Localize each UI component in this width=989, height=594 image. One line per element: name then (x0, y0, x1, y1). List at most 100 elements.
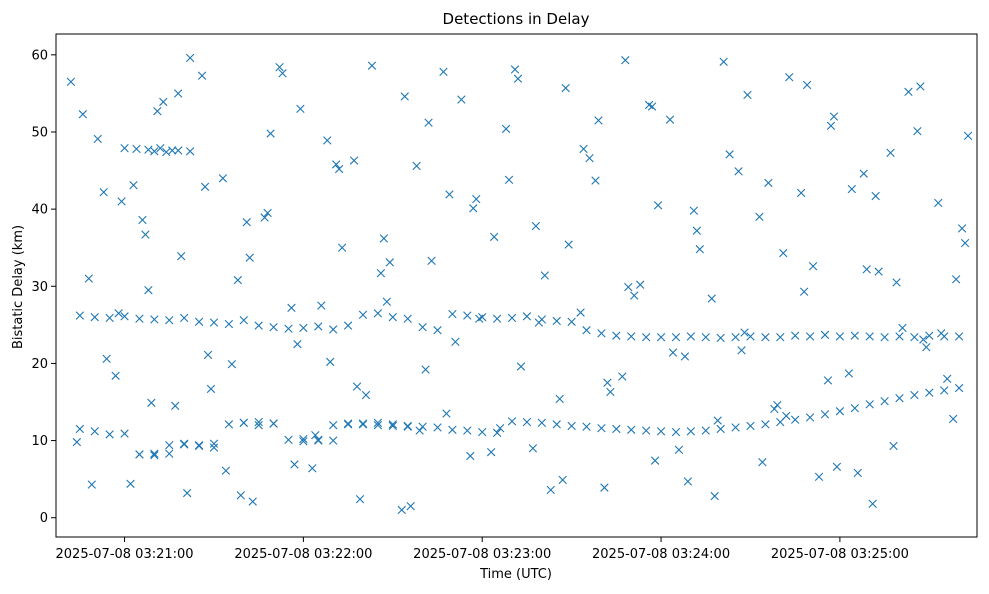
data-point (120, 312, 129, 321)
data-point (150, 315, 159, 324)
data-point (284, 324, 293, 333)
data-point (844, 369, 854, 378)
data-point (209, 318, 219, 327)
data-point (489, 232, 499, 242)
data-point (174, 146, 183, 155)
data-point (406, 501, 415, 511)
data-point (299, 437, 308, 446)
data-point (156, 143, 165, 153)
data-point (66, 77, 76, 87)
data-point (656, 333, 666, 342)
data-point (644, 100, 654, 110)
data-point (871, 191, 880, 201)
x-tick-label: 2025-07-08 03:24:00 (592, 547, 730, 562)
data-point (179, 313, 189, 323)
data-point (790, 331, 800, 340)
data-point (707, 294, 716, 303)
data-point (934, 198, 943, 208)
data-point (352, 382, 362, 391)
data-point (782, 411, 791, 421)
data-point (236, 491, 245, 500)
data-point (388, 421, 397, 431)
data-point (185, 147, 195, 156)
data-point (495, 424, 505, 433)
data-point (689, 206, 699, 215)
data-point (418, 322, 427, 332)
data-point (197, 71, 207, 80)
data-point (680, 352, 690, 361)
data-point (916, 82, 925, 91)
data-point (367, 61, 377, 70)
data-point (692, 226, 702, 235)
data-point (725, 150, 734, 159)
data-point (731, 423, 740, 432)
data-point (746, 332, 755, 341)
data-point (105, 430, 114, 439)
data-point (290, 460, 299, 469)
data-point (266, 129, 275, 138)
data-point (889, 441, 898, 451)
data-point (165, 316, 174, 325)
data-point (567, 421, 576, 431)
data-point (501, 124, 511, 134)
data-point (445, 190, 454, 199)
data-point (218, 174, 228, 183)
data-point (224, 319, 234, 329)
data-point (287, 303, 296, 313)
data-point (72, 437, 82, 447)
data-point (886, 148, 895, 157)
data-point (823, 376, 833, 385)
data-point (671, 333, 681, 342)
data-point (463, 311, 472, 320)
data-point (233, 275, 243, 285)
data-point (400, 92, 409, 101)
data-point (174, 89, 183, 98)
data-point (358, 310, 368, 320)
data-point (895, 393, 904, 403)
data-point (621, 56, 630, 65)
data-point (618, 372, 627, 381)
data-point (421, 365, 430, 374)
data-point (555, 394, 564, 404)
data-point (531, 221, 541, 231)
data-point (433, 326, 442, 335)
data-point (647, 102, 657, 111)
data-point (337, 243, 347, 252)
data-point (424, 118, 433, 127)
data-point (761, 333, 770, 342)
data-point (439, 67, 448, 76)
data-point (591, 176, 600, 185)
data-point (716, 333, 725, 343)
data-point (284, 435, 293, 444)
data-point (105, 313, 114, 323)
data-point (397, 505, 406, 515)
data-point (746, 421, 755, 431)
data-point (206, 384, 216, 394)
data-point (826, 121, 836, 130)
y-tick-label: 60 (31, 48, 48, 63)
data-point (75, 424, 85, 434)
data-point (504, 175, 514, 184)
data-point (868, 499, 877, 509)
data-point (597, 424, 606, 433)
data-point (326, 357, 335, 367)
data-point (716, 424, 725, 434)
data-point (412, 161, 421, 171)
data-point (433, 423, 442, 432)
data-point (534, 318, 544, 327)
data-point (740, 328, 749, 337)
data-point (239, 316, 248, 325)
data-point (343, 419, 353, 428)
data-point (224, 420, 234, 429)
x-axis: 2025-07-08 03:21:00 2025-07-08 03:22:00 20… (56, 537, 909, 562)
data-point (862, 265, 871, 274)
data-point (99, 187, 108, 197)
x-tick-label: 2025-07-08 03:25:00 (771, 547, 909, 562)
data-point (874, 267, 883, 276)
data-point (951, 275, 961, 284)
data-point (162, 147, 171, 157)
data-point (937, 329, 946, 338)
data-point (478, 312, 487, 322)
data-point (904, 87, 913, 97)
data-point (117, 197, 126, 206)
